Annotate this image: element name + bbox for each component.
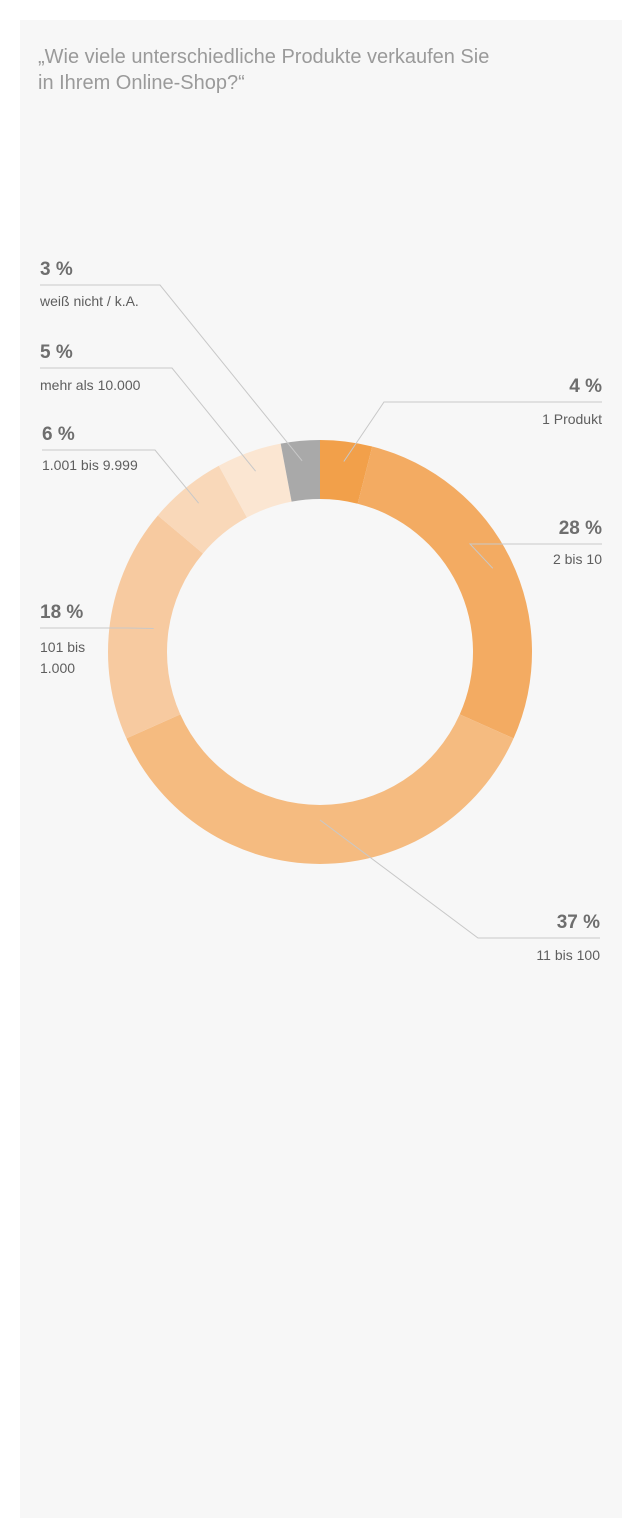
value-label-2-bis-10: 28 % xyxy=(559,518,602,539)
slice-labels: 4 % 1 Produkt 28 % 2 bis 10 37 % 11 bis 100 18… xyxy=(39,259,602,963)
leader-1-produkt xyxy=(343,401,602,462)
category-label-101-bis-1-000: 101 bis 1.000 xyxy=(40,639,85,676)
leader-11-bis-100 xyxy=(319,819,600,939)
slice-mehr-als-10-000 xyxy=(218,443,292,518)
value-label-1-produkt: 4 % xyxy=(569,376,602,397)
category-label-1-001-bis-9-999: 1.001 bis 9.999 xyxy=(42,457,138,473)
slice-1-001-bis-9-999 xyxy=(157,465,247,554)
leader-wei-nicht-k-a xyxy=(40,284,303,462)
donut-slices xyxy=(108,440,533,865)
slice-101-bis-1-000 xyxy=(108,515,203,739)
category-label-2-bis-10: 2 bis 10 xyxy=(553,551,602,567)
leader-mehr-als-10-000 xyxy=(40,367,256,472)
slice-11-bis-100 xyxy=(126,714,514,865)
leader-1-001-bis-9-999 xyxy=(42,449,200,504)
chart-title-line-2: in Ihrem Online-Shop?“ xyxy=(38,72,245,94)
value-label-mehr-als-10-000: 5 % xyxy=(40,342,73,363)
slice-wei-nicht-k-a xyxy=(280,440,320,502)
category-label-1-produkt: 1 Produkt xyxy=(542,411,602,427)
chart-title-line-1: „Wie viele unterschiedliche Produkte ver… xyxy=(38,46,490,68)
chart-title: „Wie viele unterschiedliche Produkte ver… xyxy=(38,44,598,96)
value-label-101-bis-1-000: 18 % xyxy=(40,602,83,623)
slice-2-bis-10 xyxy=(357,446,533,739)
leader-101-bis-1-000 xyxy=(40,627,154,630)
chart-card xyxy=(20,20,622,1518)
value-label-11-bis-100: 37 % xyxy=(557,912,600,933)
value-label-wei-nicht-k-a: 3 % xyxy=(40,259,73,280)
value-label-1-001-bis-9-999: 6 % xyxy=(42,424,75,445)
category-label-wei-nicht-k-a: weiß nicht / k.A. xyxy=(39,293,139,309)
category-label-mehr-als-10-000: mehr als 10.000 xyxy=(40,377,141,393)
leader-lines xyxy=(40,284,602,939)
slice-1-produkt xyxy=(320,440,373,504)
category-label-11-bis-100: 11 bis 100 xyxy=(536,947,600,963)
leader-2-bis-10 xyxy=(468,543,602,569)
